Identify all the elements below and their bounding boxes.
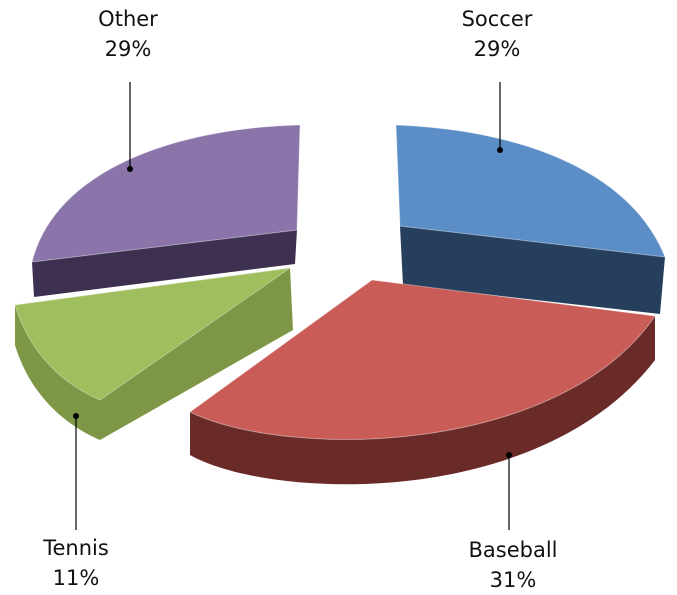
slice-top-soccer — [395, 124, 666, 258]
data-label-other-name: Other — [98, 7, 158, 31]
data-label-tennis: Tennis 11% — [43, 533, 109, 593]
data-label-soccer-name: Soccer — [461, 7, 533, 31]
data-label-baseball-name: Baseball — [468, 538, 558, 562]
leader-dot-soccer — [497, 147, 503, 153]
slice-top-baseball — [189, 279, 656, 440]
data-label-soccer: Soccer 29% — [462, 4, 533, 64]
data-label-baseball: Baseball 31% — [468, 535, 557, 595]
data-label-other: Other 29% — [98, 4, 158, 64]
slice-top-other — [31, 124, 301, 263]
leader-dot-tennis — [73, 413, 79, 419]
data-label-other-percent: 29% — [104, 37, 152, 61]
data-label-soccer-percent: 29% — [473, 37, 521, 61]
data-label-baseball-percent: 31% — [489, 568, 537, 592]
leader-dot-baseball — [506, 452, 512, 458]
slice-side-other — [32, 230, 297, 297]
data-label-tennis-name: Tennis — [43, 536, 109, 560]
data-label-tennis-percent: 11% — [52, 566, 100, 590]
slice-top-tennis — [14, 267, 291, 401]
slice-side-baseball — [190, 316, 655, 485]
leader-dot-other — [127, 166, 133, 172]
